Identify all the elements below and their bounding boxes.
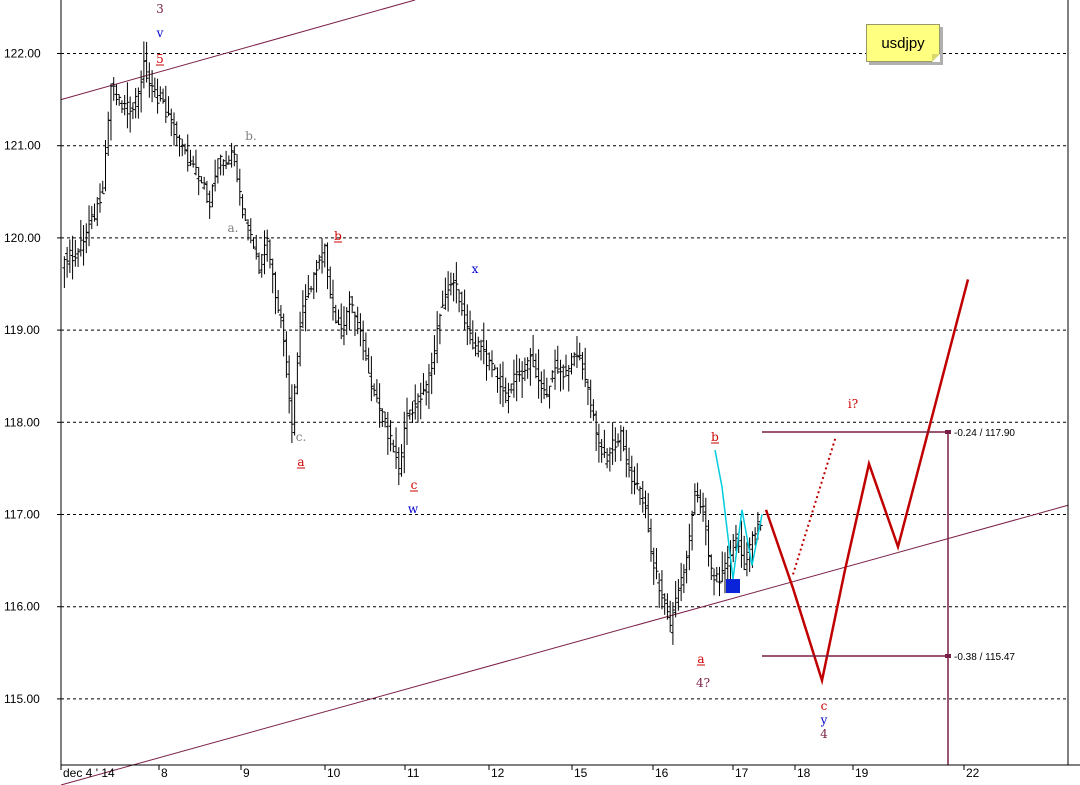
y-tick-label: 116.00 <box>4 600 40 614</box>
wave-label: 5 <box>156 52 164 66</box>
y-tick-label: 119.00 <box>4 323 40 337</box>
wave-label: b <box>334 229 342 243</box>
wave-label: x <box>472 262 479 276</box>
grid <box>61 53 1068 700</box>
x-tick-label: 16 <box>655 766 669 780</box>
projected-wave-path <box>764 279 970 686</box>
wave-label: 4 <box>820 727 828 741</box>
x-tick-label: 15 <box>574 766 588 780</box>
wave-label: v <box>156 26 164 40</box>
x-tick-label: 9 <box>243 766 250 780</box>
x-tick-label: 19 <box>855 766 869 780</box>
wave-label: i? <box>848 397 858 411</box>
y-tick-label: 122.00 <box>4 47 41 61</box>
wave-label: a <box>297 455 304 469</box>
symbol-note: usdjpy <box>866 24 940 62</box>
x-tick-label: 12 <box>491 766 505 780</box>
fib-label: -0.24 / 117.90 <box>954 428 1015 439</box>
y-tick-label: 120.00 <box>4 231 41 245</box>
price-bars <box>62 41 763 645</box>
wave-label: c <box>821 699 828 713</box>
upper-channel-line <box>60 0 416 101</box>
x-tick-label: dec 4 ' 14 <box>63 766 115 780</box>
x-tick-label: 10 <box>327 766 341 780</box>
wave-label: 3 <box>156 2 164 16</box>
wave-label: c <box>411 478 418 492</box>
y-tick-label: 121.00 <box>4 139 41 153</box>
wave-label: w <box>408 502 419 516</box>
highlight-swing <box>714 449 763 580</box>
projection-path <box>764 279 970 686</box>
x-tick-label: 11 <box>407 766 420 780</box>
y-tick-label: 117.00 <box>4 508 40 522</box>
x-tick-label: 8 <box>161 766 168 780</box>
fibonacci-levels: -0.24 / 117.90 -0.38 / 115.47 <box>762 428 1015 765</box>
wave-label: y <box>820 713 828 727</box>
x-tick-label: 17 <box>735 766 749 780</box>
wave-label: a <box>697 652 704 666</box>
lower-channel-line <box>60 504 1069 785</box>
alternate-projection <box>792 435 837 575</box>
channel-lines <box>60 0 1069 785</box>
wave-label: c. <box>296 430 307 444</box>
y-tick-label: 115.00 <box>4 692 40 706</box>
axes: 122.00 121.00 120.00 119.00 118.00 117.00 116.… <box>4 0 1080 780</box>
y-tick-label: 118.00 <box>4 415 40 429</box>
wave-label: a. <box>228 221 239 235</box>
x-tick-label: 22 <box>966 766 980 780</box>
entry-marker <box>726 579 740 594</box>
wave-label: b. <box>245 129 257 143</box>
wave-label: b <box>711 430 719 444</box>
fib-label: -0.38 / 115.47 <box>954 652 1015 663</box>
x-tick-label: 18 <box>797 766 811 780</box>
wave-label: 4? <box>696 676 710 690</box>
